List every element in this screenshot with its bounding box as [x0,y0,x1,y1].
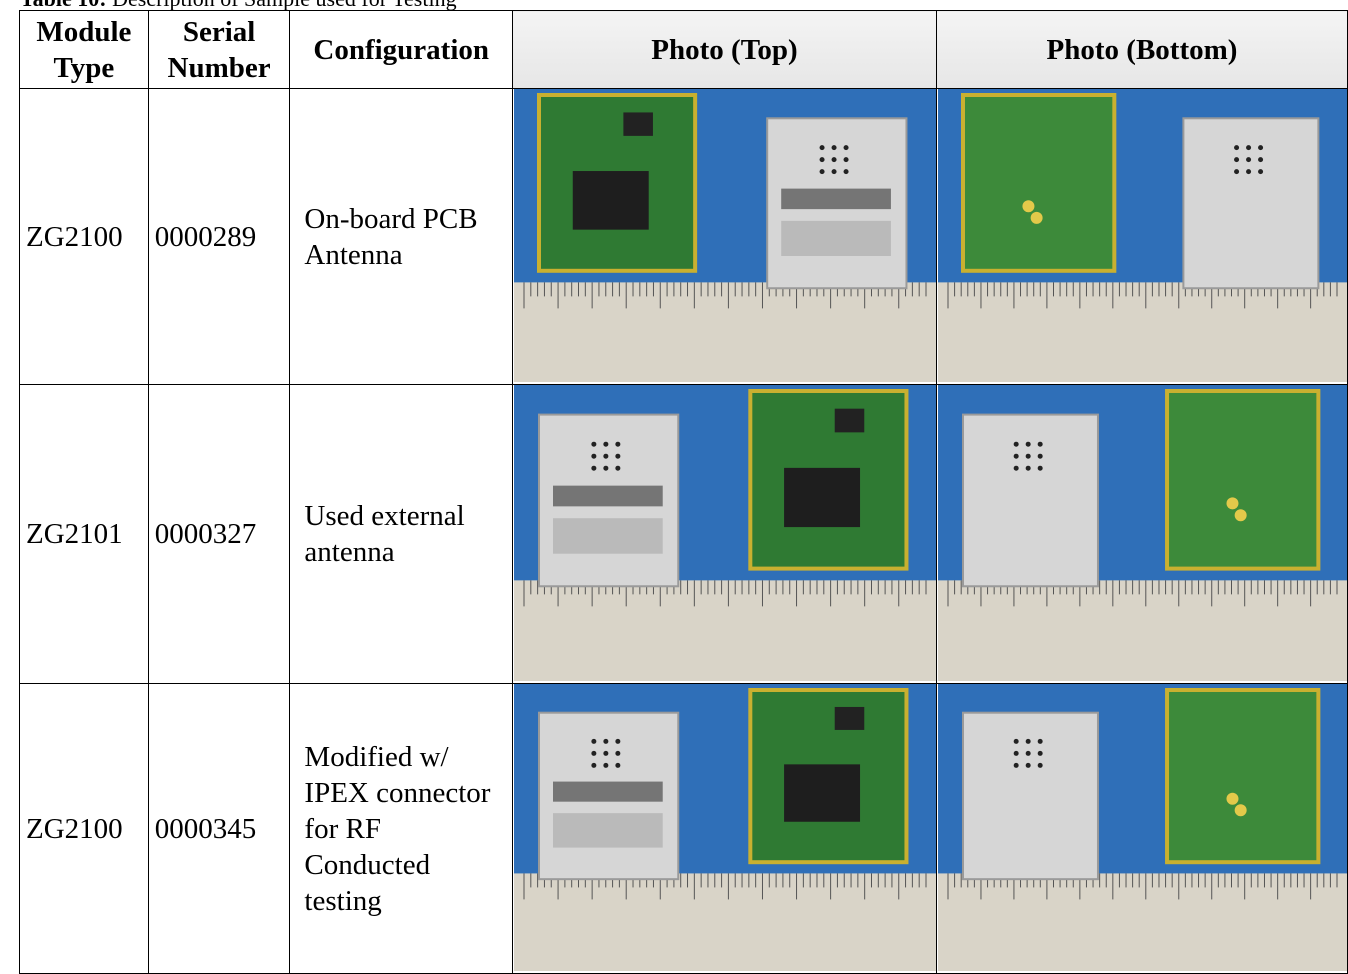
photo-cell [935,384,1348,684]
caption-label: Table 10: [20,0,107,11]
table-cell: ZG2100 [19,683,149,974]
table-row: ZG2100 0000289 On-board PCB Antenna [19,88,1348,385]
photo-cell [511,88,937,385]
photo-cell [511,384,937,684]
photo [513,89,936,382]
photo-cell [935,683,1348,974]
table-cell: 0000289 [147,88,291,385]
header-cell: Module Type [19,10,149,89]
table-cell: ZG2100 [19,88,149,385]
header-row: Module Type Serial Number Configuration Pho… [19,10,1348,89]
table-row: ZG2101 0000327 Used external antenna [19,384,1348,684]
header-cell: Photo (Bottom) [935,10,1348,89]
table-cell: 0000345 [147,683,291,974]
table-cell: On-board PCB Antenna [289,88,513,385]
photo [513,385,936,681]
caption: Table 10: Description of Sample used for… [20,0,457,12]
photo [937,89,1347,382]
header-cell: Configuration [289,10,513,89]
photo-cell [935,88,1348,385]
header-cell: Photo (Top) [511,10,937,89]
caption-text: Description of Sample used for Testing [112,0,457,11]
header-cell: Serial Number [147,10,291,89]
photo [937,684,1347,971]
table-row: ZG2100 0000345 Modified w/ IPEX connector … [19,683,1348,974]
table-cell: Used external antenna [289,384,513,684]
table: Module Type Serial Number Configuration Pho… [19,10,1348,974]
photo-cell [511,683,937,974]
photo [513,684,936,971]
table-body: ZG2100 0000289 On-board PCB Antenna ZG2101 0… [19,88,1348,974]
table-cell: Modified w/ IPEX connector for RF Conduc… [289,683,513,974]
photo [937,385,1347,681]
table-cell: 0000327 [147,384,291,684]
table-cell: ZG2101 [19,384,149,684]
